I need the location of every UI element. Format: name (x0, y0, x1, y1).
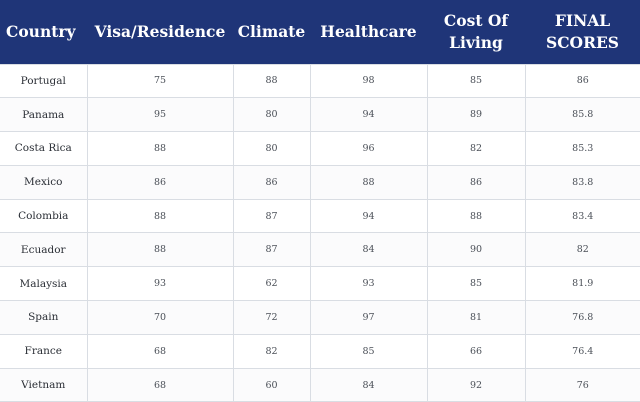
cell-healthcare: 85 (309, 333, 428, 369)
table-body: Portugal 75 88 98 85 86 Panama 95 80 94 89 85.8 Cost… (0, 63, 640, 402)
cell-final-score: 83.8 (524, 164, 640, 200)
header-climate: Climate (237, 21, 306, 41)
table-row: Spain 70 72 97 81 76.8 (0, 300, 640, 335)
cell-healthcare: 97 (309, 300, 428, 335)
header-final-line1: FINAL (554, 10, 611, 30)
cell-country: Vietnam (0, 367, 88, 402)
cell-cost-of-living: 85 (426, 63, 526, 99)
cell-cost-of-living: 86 (426, 164, 526, 200)
cell-cost-of-living: 85 (426, 266, 526, 302)
cell-country: Mexico (0, 164, 88, 200)
cell-climate: 87 (232, 198, 311, 234)
cell-final-score: 83.4 (524, 198, 640, 234)
cell-visa: 70 (86, 300, 234, 335)
cell-cost-of-living: 66 (426, 333, 526, 369)
cell-healthcare: 84 (309, 232, 428, 268)
cell-healthcare: 94 (309, 198, 428, 234)
cell-country: Malaysia (0, 266, 88, 302)
cell-cost-of-living: 90 (426, 232, 526, 268)
header-cost-of-living: Cost Of Living (427, 0, 525, 64)
cell-visa: 88 (86, 232, 234, 268)
cell-country: Spain (0, 300, 88, 335)
cell-country: Portugal (0, 63, 88, 99)
table-row: Vietnam 68 60 84 92 76 (0, 367, 640, 402)
cell-final-score: 85.8 (524, 97, 640, 133)
cell-healthcare: 88 (309, 164, 428, 200)
cell-visa: 75 (86, 63, 234, 99)
header-healthcare: Healthcare (320, 21, 417, 41)
cell-final-score: 76.4 (524, 333, 640, 369)
header-visa: Visa/Residence (94, 21, 226, 41)
cell-country: Costa Rica (0, 131, 88, 166)
cell-climate: 87 (232, 232, 311, 268)
cell-visa: 68 (86, 333, 234, 369)
cell-visa: 86 (86, 164, 234, 200)
cell-climate: 62 (232, 266, 311, 302)
cell-country: France (0, 333, 88, 369)
cell-cost-of-living: 88 (426, 198, 526, 234)
cell-final-score: 86 (524, 63, 640, 99)
cell-climate: 60 (232, 367, 311, 402)
header-cost-line1: Cost Of (443, 10, 509, 30)
table-row: Costa Rica 88 80 96 82 85.3 (0, 131, 640, 166)
cell-cost-of-living: 89 (426, 97, 526, 133)
header-country: Country (6, 21, 76, 41)
cell-healthcare: 94 (309, 97, 428, 133)
table-row: Portugal 75 88 98 85 86 (0, 63, 640, 99)
cell-final-score: 76.8 (524, 300, 640, 335)
cell-visa: 68 (86, 367, 234, 402)
cell-visa: 93 (86, 266, 234, 302)
cell-final-score: 85.3 (524, 131, 640, 166)
table-row: Colombia 88 87 94 88 83.4 (0, 198, 640, 234)
cell-healthcare: 96 (309, 131, 428, 166)
cell-climate: 82 (232, 333, 311, 369)
cell-country: Ecuador (0, 232, 88, 268)
cell-country: Colombia (0, 198, 88, 234)
cell-healthcare: 93 (309, 266, 428, 302)
header-final-scores: FINAL SCORES (525, 0, 640, 64)
header-row: Country Visa/Residence Climate Healthcar… (0, 0, 640, 64)
cell-healthcare: 84 (309, 367, 428, 402)
cell-visa: 88 (86, 131, 234, 166)
cell-climate: 80 (232, 131, 311, 166)
header-cost-line2: Living (449, 32, 503, 52)
cell-climate: 72 (232, 300, 311, 335)
table-header: Country Visa/Residence Climate Healthcar… (0, 0, 640, 64)
cell-visa: 88 (86, 198, 234, 234)
cell-climate: 80 (232, 97, 311, 133)
cell-cost-of-living: 81 (426, 300, 526, 335)
cell-visa: 95 (86, 97, 234, 133)
cell-cost-of-living: 82 (426, 131, 526, 166)
cell-healthcare: 98 (309, 63, 428, 99)
cell-country: Panama (0, 97, 88, 133)
cell-climate: 88 (232, 63, 311, 99)
cell-final-score: 82 (524, 232, 640, 268)
cell-climate: 86 (232, 164, 311, 200)
table-row: Mexico 86 86 88 86 83.8 (0, 164, 640, 200)
table-row: Ecuador 88 87 84 90 82 (0, 232, 640, 268)
table-row: France 68 82 85 66 76.4 (0, 333, 640, 369)
header-final-line2: SCORES (546, 32, 619, 52)
cell-cost-of-living: 92 (426, 367, 526, 402)
table-row: Malaysia 93 62 93 85 81.9 (0, 266, 640, 302)
cell-final-score: 81.9 (524, 266, 640, 302)
cell-final-score: 76 (524, 367, 640, 402)
table-row: Panama 95 80 94 89 85.8 (0, 97, 640, 133)
